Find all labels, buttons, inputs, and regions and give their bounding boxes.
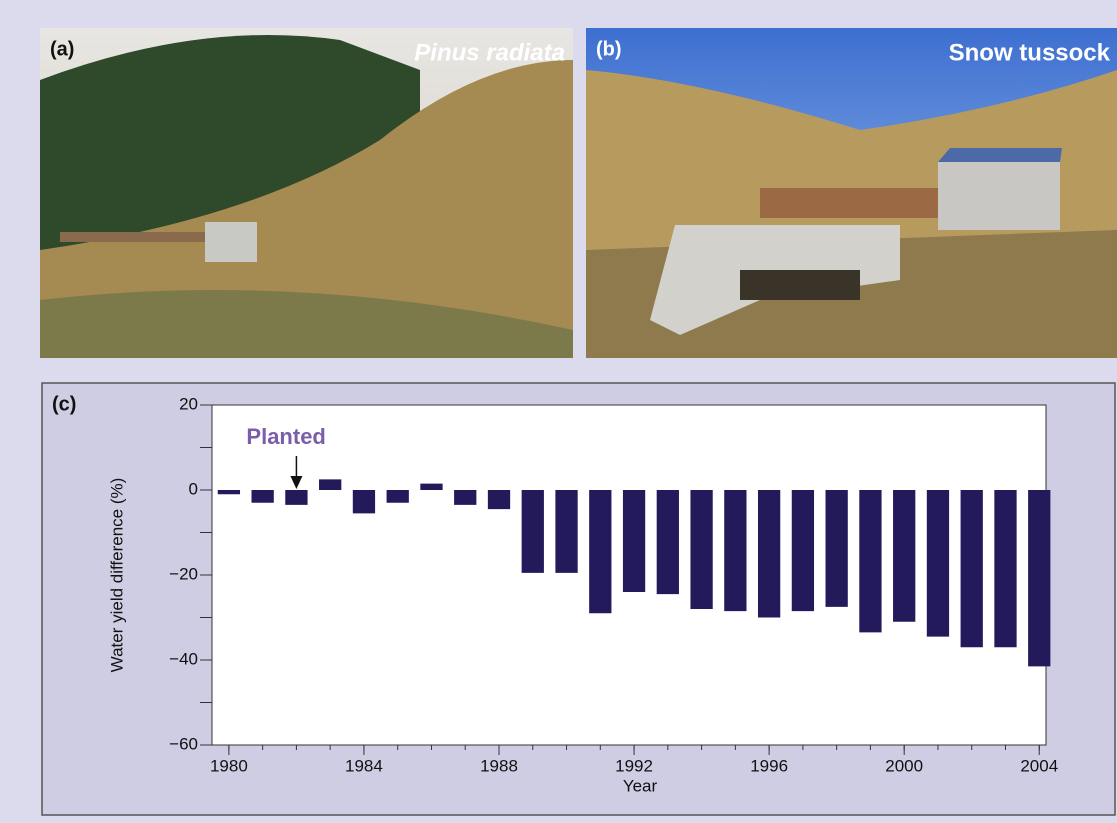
bar [757,490,781,618]
x-tick-label: 2004 [1020,756,1058,775]
panel-label: (b) [596,38,622,60]
bar [589,490,612,614]
panel-label: (a) [50,38,74,60]
bar [859,490,882,633]
bar [1028,490,1051,667]
x-tick-label: 1996 [750,756,788,775]
bar [521,490,544,573]
y-tick-label: −20 [169,564,198,583]
bar [825,490,848,607]
bar [420,483,443,490]
bar [251,490,274,503]
x-tick-label: 1988 [480,756,518,775]
bar [960,490,983,648]
bar [724,490,747,612]
bar [994,490,1017,648]
bar [791,490,815,612]
bar [656,490,679,595]
x-axis-label: Year [623,776,658,795]
bar [690,490,713,609]
x-tick-label: 1980 [210,756,248,775]
photo-a [40,28,573,358]
photo-caption: Pinus radiata [414,39,565,66]
y-axis-label: Water yield difference (%) [107,478,126,673]
bar [454,490,477,505]
x-tick-label: 1984 [345,756,383,775]
bar [926,490,950,637]
photo-caption: Snow tussock [949,39,1111,66]
bar [487,490,511,510]
annotation: Planted [246,424,325,449]
y-tick-label: −60 [169,734,198,753]
photo-b [586,28,1117,358]
panel-label: (c) [52,393,76,415]
x-tick-label: 2000 [885,756,923,775]
bar [386,490,409,503]
bar [555,490,578,573]
annotation-arrowhead [290,476,303,489]
bar [622,490,646,592]
bar [352,490,376,514]
x-tick-label: 1992 [615,756,653,775]
bar [319,479,342,490]
y-tick-label: 20 [179,394,198,413]
bar [217,490,241,495]
bar [893,490,916,622]
y-tick-label: 0 [189,479,198,498]
y-tick-label: −40 [169,649,198,668]
bar [285,490,308,505]
